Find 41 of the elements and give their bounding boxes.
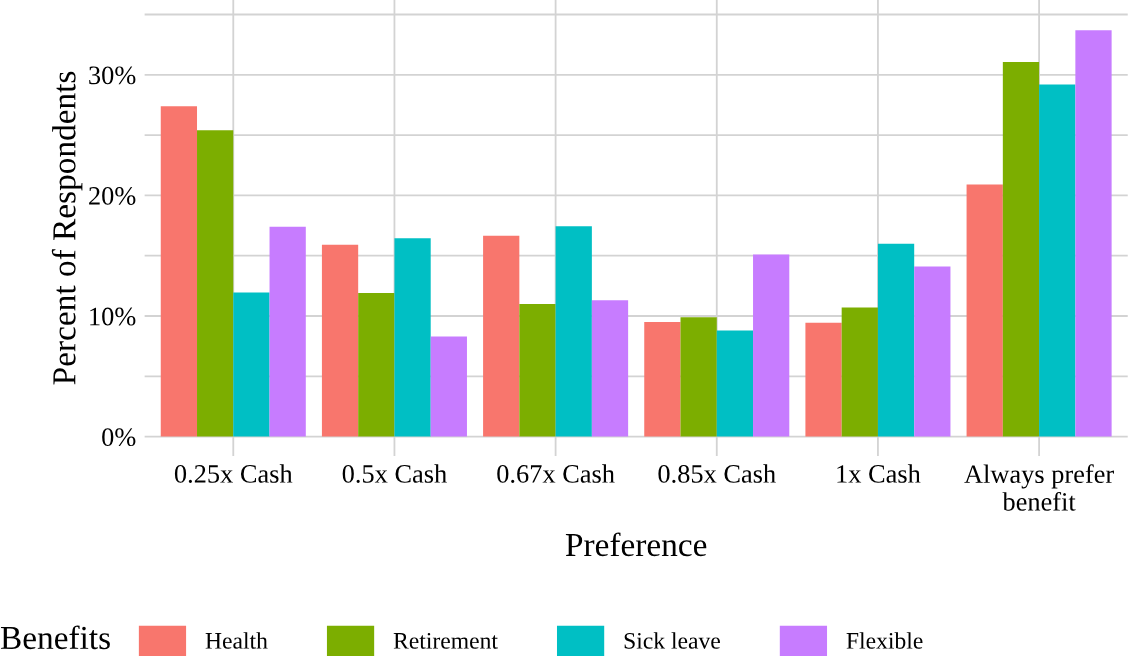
bar: [644, 322, 681, 437]
legend-label: Retirement: [393, 632, 498, 649]
bar: [358, 293, 395, 437]
bar: [197, 130, 234, 437]
y-tick-label: 20%: [89, 187, 136, 205]
legend-label: Health: [205, 632, 268, 649]
bar: [716, 330, 754, 437]
bar: [430, 336, 467, 437]
bar: [483, 235, 520, 437]
bar: [269, 226, 306, 437]
y-axis-title: Percent of Respondents: [51, 71, 83, 385]
legend-label: Sick leave: [624, 632, 720, 649]
bar: [753, 254, 790, 437]
bar: [1075, 30, 1112, 437]
x-tick-label: 0.25x Cash: [174, 464, 293, 483]
bar: [160, 106, 198, 437]
x-axis-title: Preference: [565, 532, 707, 557]
bar: [233, 292, 270, 437]
y-tick-label: 0%: [102, 428, 136, 447]
bar: [519, 303, 556, 437]
y-tick-label: 10%: [90, 307, 136, 326]
bar: [841, 307, 878, 437]
legend-title: Benefits: [0, 625, 110, 650]
bar: [1002, 62, 1040, 437]
x-tick-label: 0.85x Cash: [658, 464, 776, 483]
bar: [805, 322, 842, 437]
bar: [591, 300, 629, 437]
bar: [1039, 84, 1076, 437]
x-tick-label: 1x Cash: [837, 464, 921, 483]
x-tick-label: 0.5x Cash: [342, 464, 447, 483]
bar: [877, 243, 915, 437]
y-tick-label: 30%: [89, 66, 136, 85]
x-tick-label: 0.67x Cash: [497, 464, 615, 483]
bar: [394, 238, 431, 437]
bar: [680, 317, 717, 437]
bar: [966, 184, 1003, 437]
bar: [321, 244, 359, 437]
bar: [555, 226, 592, 437]
x-tick-label: Always prefer benefit: [964, 464, 1114, 511]
legend-label: Flexible: [846, 632, 923, 649]
bar: [914, 266, 951, 437]
